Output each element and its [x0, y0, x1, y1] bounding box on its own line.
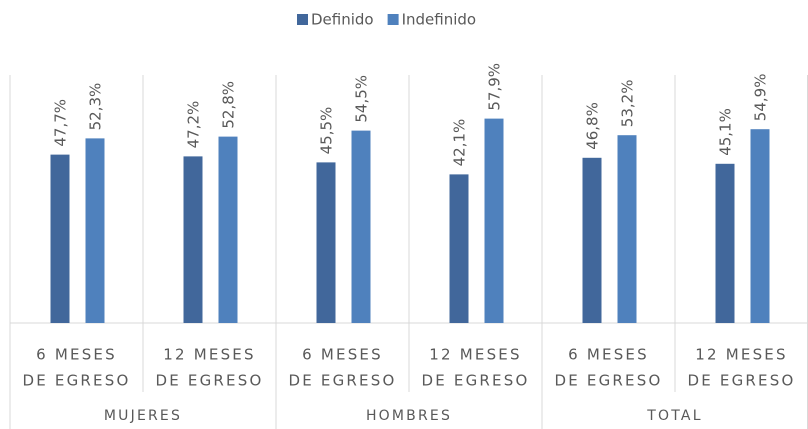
bar [582, 157, 602, 323]
legend-swatch [297, 14, 308, 25]
x-tick-label: 12 MESES [695, 346, 787, 364]
x-tick-label: 6 MESES [568, 346, 649, 364]
group-label: HOMBRES [366, 408, 452, 424]
data-label: 52,8% [220, 81, 238, 129]
data-label: 45,5% [318, 107, 336, 155]
group-label: TOTAL [646, 408, 702, 424]
legend-label: Indefinido [402, 11, 477, 29]
bar [316, 162, 336, 323]
data-label: 47,2% [185, 101, 203, 149]
bar [50, 154, 70, 323]
bar [750, 129, 770, 323]
bar [85, 138, 105, 323]
x-tick-label: 6 MESES [36, 346, 117, 364]
x-tick-label: DE EGRESO [23, 372, 131, 390]
bar [484, 118, 504, 323]
x-tick-label: 6 MESES [302, 346, 383, 364]
x-tick-label: 12 MESES [429, 346, 521, 364]
x-tick-label: 12 MESES [163, 346, 255, 364]
data-label: 54,9% [752, 74, 770, 122]
bar [617, 135, 637, 323]
group-label: MUJERES [104, 408, 182, 424]
legend-swatch [387, 14, 399, 25]
bar [183, 156, 203, 323]
x-tick-label: DE EGRESO [289, 372, 397, 390]
data-label: 57,9% [486, 63, 504, 111]
x-tick-label: DE EGRESO [422, 372, 530, 390]
data-label: 47,7% [52, 99, 70, 147]
x-tick-label: DE EGRESO [156, 372, 264, 390]
x-tick-label: DE EGRESO [688, 372, 796, 390]
data-label: 53,2% [619, 80, 637, 128]
data-label: 45,1% [717, 108, 735, 156]
data-label: 42,1% [451, 119, 469, 167]
legend-label: Definido [311, 11, 374, 29]
bar [218, 136, 238, 323]
data-label: 52,3% [87, 83, 105, 131]
bar [715, 163, 735, 323]
bar [351, 130, 371, 323]
x-tick-label: DE EGRESO [555, 372, 663, 390]
bar [449, 174, 469, 323]
data-label: 54,5% [353, 75, 371, 123]
data-label: 46,8% [584, 102, 602, 150]
